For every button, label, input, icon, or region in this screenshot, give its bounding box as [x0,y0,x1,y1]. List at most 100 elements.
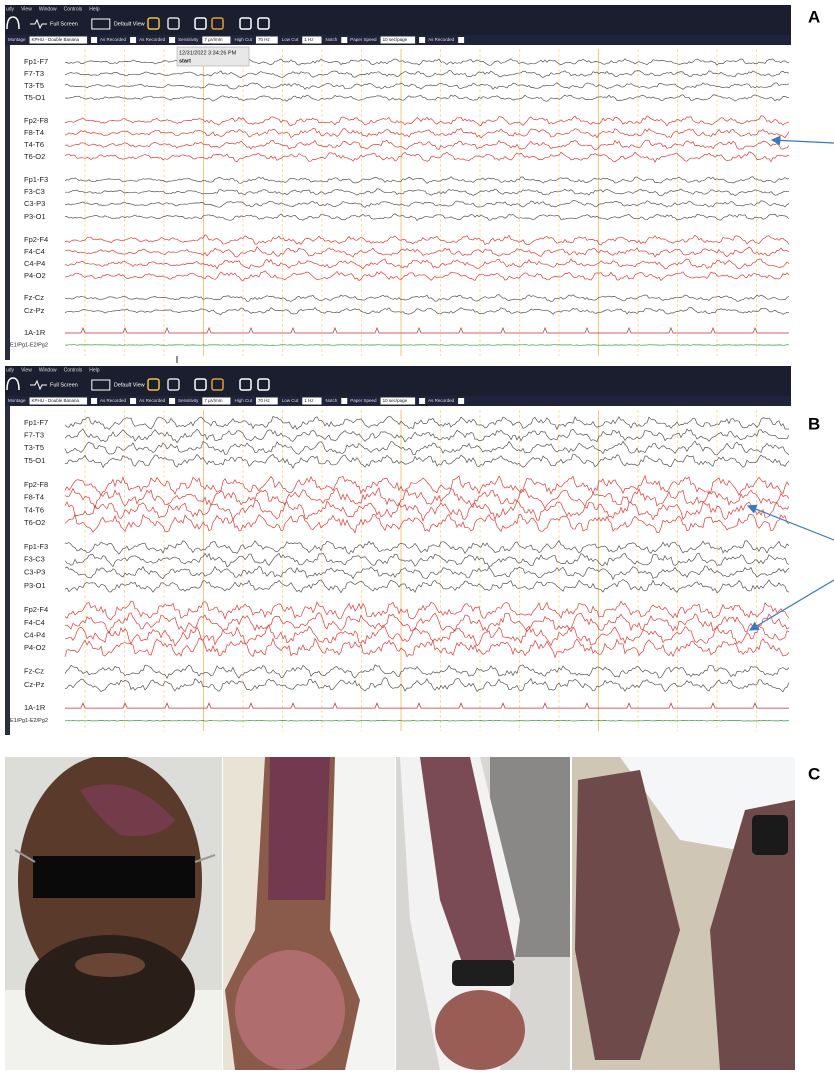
checkbox[interactable] [419,37,425,43]
checkbox[interactable] [91,37,97,43]
setting: Low Cut [282,37,299,42]
channel-label: F4-C4 [24,618,45,627]
channel-label: F7-T3 [24,431,44,440]
channel-label: F8-T4 [24,493,44,502]
setting: Low Cut [282,398,299,403]
channel-label: 1A-1R [24,328,46,337]
channel-label: C3-P3 [24,199,45,208]
checkbox[interactable] [169,37,175,43]
channel-label: T6-O2 [24,152,45,161]
checkbox[interactable] [458,37,464,43]
photo-panel [5,755,795,1070]
setting: 7 µV/mm [204,37,222,42]
setting: As Recorded [139,37,166,42]
side-strip [5,45,10,360]
channel-label: C4-P4 [24,630,45,639]
checkbox[interactable] [458,398,464,404]
channel-label: F4-C4 [24,247,45,256]
setting: Paper Speed [350,398,377,403]
toolbar [5,5,791,35]
figure: Audy View Window Controls Help Full Screen Def… [0,0,834,1075]
channel-label: Cz-Pz [24,680,45,689]
panel-label: C [808,764,820,783]
toolbar-button[interactable]: Full Screen [50,21,78,27]
screen-bg [5,366,791,735]
side-strip [5,406,10,735]
menu-item: Window [39,367,57,373]
panel-label: B [808,414,820,433]
toolbar [5,366,791,396]
toolbar-button[interactable]: Full Screen [50,382,78,388]
setting: 70 Hz [258,37,271,42]
eeg-trace [65,720,789,721]
channel-label: Fp2-F8 [24,116,48,125]
eeg-screenshot: udy View Window Controls Help Full Screen Defa… [5,366,791,735]
channel-label: C3-P3 [24,567,45,576]
setting: 1 Hz [304,37,314,42]
channel-label: T3-T5 [24,443,44,452]
channel-label: P4-O2 [24,271,46,280]
checkbox[interactable] [91,398,97,404]
setting: 70 Hz [258,398,271,403]
channel-label: Cz-Pz [24,306,45,315]
setting: 7 µV/mm [204,398,222,403]
channel-label: T5-O1 [24,93,45,102]
menu-item: Window [39,6,57,12]
channel-label: 1A-1R [24,703,46,712]
setting: High Cut [234,37,252,42]
checkbox[interactable] [130,398,136,404]
channel-label: F3-C3 [24,555,45,564]
menu-item: Controls [64,6,83,12]
photo-hands [572,757,795,1070]
toolbar-button[interactable]: Default View [114,382,145,388]
channel-label: P3-O1 [24,581,46,590]
channel-label: T4-T6 [24,505,44,514]
setting: Sensitivity [178,37,199,42]
channel-label: Fp2-F4 [24,605,48,614]
toolbar-button[interactable]: Default View [114,21,145,27]
menu-item: udy [6,367,15,373]
setting: As Recorded [428,398,455,403]
channel-label: E1/Pg1-E2/Pg2 [10,718,48,724]
channel-label: F3-C3 [24,187,45,196]
photo-face [5,755,222,1070]
channel-label: Fp2-F8 [24,480,48,489]
channel-label: F8-T4 [24,128,44,137]
setting: KPHU - Double Banana [32,37,80,42]
channel-label: Fp1-F3 [24,542,48,551]
setting: As Recorded [100,398,127,403]
checkbox[interactable] [130,37,136,43]
channel-label: Fp2-F4 [24,235,48,244]
checkbox[interactable] [341,398,347,404]
photo-forearm-2 [396,757,570,1070]
menu-item: Help [89,367,100,373]
event-name: start [179,58,191,64]
menu-item: Help [89,6,100,12]
checkbox[interactable] [341,37,347,43]
checkbox[interactable] [169,398,175,404]
menu-item: View [21,6,32,12]
setting: As Recorded [428,37,455,42]
channel-label: Fz-Cz [24,666,44,675]
setting: Sensitivity [178,398,199,403]
channel-label: T4-T6 [24,140,44,149]
channel-label: E1/Pg1-E2/Pg2 [10,342,48,348]
setting: As Recorded [100,37,127,42]
menu-item: View [21,367,32,373]
setting: As Recorded [139,398,166,403]
menu-item: Controls [64,367,83,373]
channel-label: C4-P4 [24,259,45,268]
setting: High Cut [234,398,252,403]
channel-label: P3-O1 [24,212,46,221]
event-time: 12/31/2022 3:34:26 PM [179,50,237,56]
channel-label: F7-T3 [24,69,44,78]
channel-label: Fp1-F3 [24,175,48,184]
checkbox[interactable] [419,398,425,404]
setting: 10 sec/page [383,398,408,403]
setting: Montage [8,398,26,403]
channel-label: Fp1-F7 [24,418,48,427]
channel-label: Fp1-F7 [24,57,48,66]
screen-bg [5,5,791,360]
panel-label: A [808,7,820,26]
